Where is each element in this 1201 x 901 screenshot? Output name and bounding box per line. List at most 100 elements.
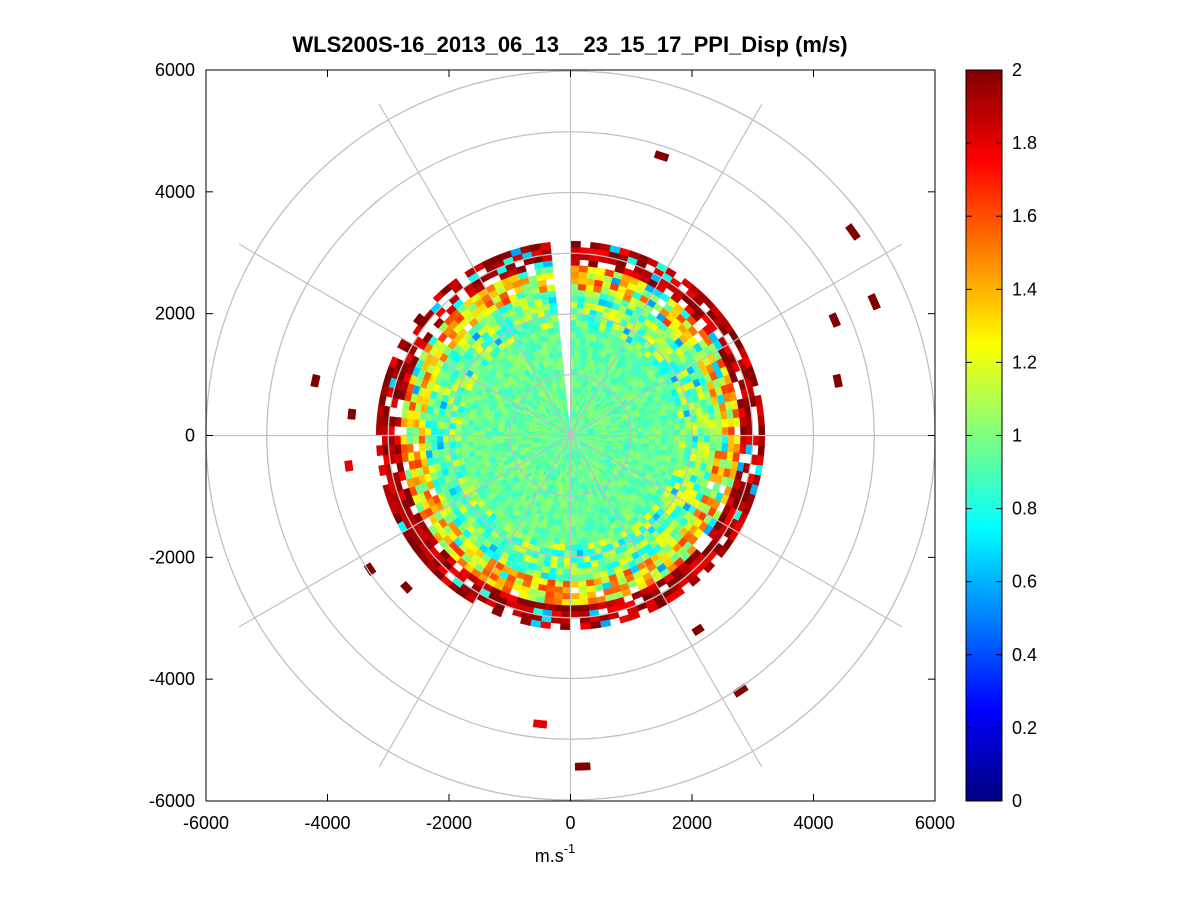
radial-cell [555, 574, 564, 582]
radial-cell [579, 525, 586, 533]
radial-cell [648, 439, 656, 445]
radial-cell [561, 513, 567, 521]
y-tick-label: 2000 [155, 304, 195, 324]
radial-cell [648, 421, 656, 428]
radial-cell [425, 412, 433, 422]
radial-cell [691, 428, 699, 436]
radial-cell [585, 579, 595, 587]
radial-cell [660, 420, 668, 427]
radial-cell [555, 344, 562, 352]
x-tick-label: 0 [565, 813, 575, 833]
radial-cell [570, 331, 577, 339]
radial-cell [679, 423, 687, 431]
radial-cell [714, 450, 722, 460]
radial-cell [575, 537, 583, 545]
radial-cell [570, 574, 579, 582]
radial-cell [570, 240, 581, 248]
radial-cell [666, 424, 674, 431]
y-tick-label: -6000 [149, 791, 195, 811]
radial-cell [473, 425, 481, 431]
radial-cell [580, 531, 587, 539]
radial-cell [546, 579, 556, 587]
radial-cell [570, 325, 577, 333]
radial-cell [479, 444, 487, 451]
radial-cell [673, 435, 681, 442]
radial-cell [594, 583, 604, 592]
radial-cell [756, 454, 765, 467]
radial-cell [560, 525, 566, 533]
radial-cell [570, 544, 577, 552]
radial-cell [696, 414, 704, 423]
radial-cell [376, 404, 385, 417]
radial-cell [570, 526, 576, 533]
radial-cell [551, 604, 562, 612]
radial-cell [739, 416, 747, 427]
radial-cell [412, 426, 420, 436]
radial-cell [577, 295, 586, 303]
radial-cell [721, 418, 729, 428]
radial-cell [430, 442, 438, 451]
radial-cell [578, 277, 588, 285]
radial-cell [585, 284, 595, 292]
radial-cell [556, 350, 563, 358]
isolated-return [574, 762, 591, 771]
radial-cell [562, 574, 571, 582]
radial-cell [558, 362, 564, 370]
radial-cell [702, 449, 710, 458]
radial-cell [678, 417, 686, 425]
radial-cell [715, 419, 723, 429]
radial-cell [564, 544, 571, 552]
radial-cell [702, 413, 710, 422]
x-tick-label: -2000 [426, 813, 472, 833]
radial-cell [442, 435, 450, 443]
radial-cell [739, 444, 747, 455]
radial-cell [556, 562, 565, 570]
radial-cell [579, 519, 586, 527]
radial-cell [565, 514, 571, 521]
y-tick-label: -2000 [149, 547, 195, 567]
radial-cell [454, 440, 462, 448]
radial-cell [424, 427, 432, 436]
radial-cell [679, 429, 687, 436]
radial-cell [697, 441, 705, 450]
radial-cell [709, 420, 717, 429]
radial-cell [715, 442, 723, 452]
radial-cell [740, 435, 747, 445]
radial-cell [574, 344, 581, 352]
radial-cell [757, 414, 765, 426]
radial-cell [578, 586, 588, 594]
radial-cell [406, 426, 414, 436]
radial-cell [570, 271, 580, 279]
radial-cell [479, 425, 487, 432]
radial-cell [570, 338, 576, 345]
radial-cell [419, 450, 427, 460]
radial-cell [575, 332, 582, 340]
radial-cell [560, 623, 571, 631]
radial-cell [589, 621, 602, 630]
radial-cell [570, 277, 580, 285]
radial-cell [685, 435, 693, 443]
radial-cell [574, 507, 580, 515]
radial-cell [473, 430, 480, 436]
radial-cell [424, 435, 432, 444]
radial-cell [679, 440, 687, 448]
radial-cell [424, 442, 432, 451]
radial-cell [595, 267, 607, 276]
radial-cell [491, 431, 498, 436]
radial-cell [570, 592, 580, 600]
radial-cell [448, 428, 456, 436]
radial-cell [466, 429, 474, 436]
radial-cell [473, 440, 481, 446]
radial-cell [559, 531, 566, 539]
radial-cell [570, 259, 580, 266]
radial-cell [497, 438, 505, 444]
radial-cell [570, 344, 576, 351]
radial-cell [679, 435, 687, 442]
radial-cell [381, 435, 389, 446]
radial-cell [709, 427, 717, 436]
radial-cell [418, 435, 426, 444]
colorbar-tick-label: 1.8 [1012, 133, 1037, 153]
radial-cell [566, 508, 571, 515]
radial-cell [691, 435, 699, 443]
radial-cell [436, 435, 444, 443]
